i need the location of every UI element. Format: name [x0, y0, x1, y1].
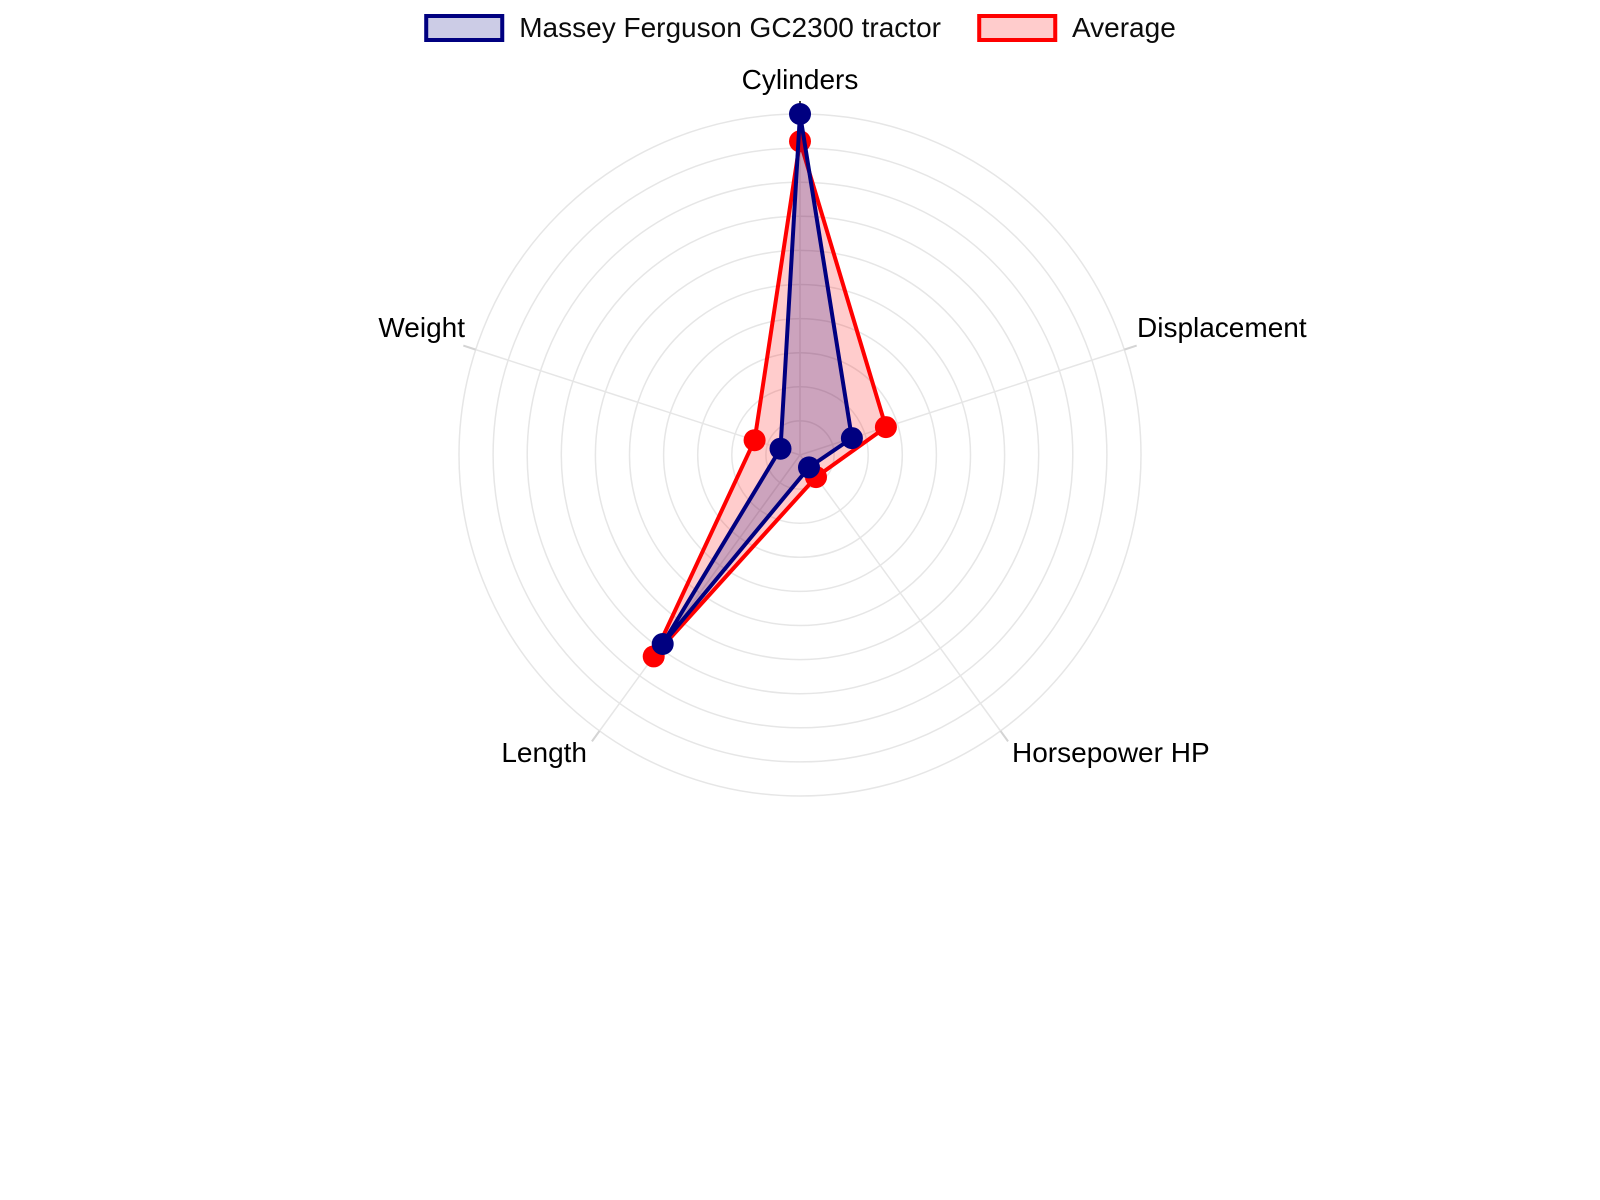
axis-label-cylinders: Cylinders — [741, 64, 859, 95]
axis-spoke — [799, 454, 1002, 732]
series-average — [642, 130, 897, 668]
series-polygon-massey-ferguson — [660, 112, 854, 646]
legend-swatch-average — [976, 14, 1057, 42]
legend-item-massey-ferguson[interactable]: Massey Ferguson GC2300 tractor — [424, 12, 941, 44]
axis-spoke — [598, 454, 801, 732]
axis-tick — [999, 730, 1009, 742]
legend-swatch-massey-ferguson — [424, 14, 505, 42]
axis-label-length: Length — [501, 737, 587, 768]
series-massey-ferguson — [651, 103, 863, 655]
data-point-massey-ferguson-displacement[interactable] — [840, 427, 863, 450]
legend-label-average: Average — [1071, 12, 1176, 43]
legend: Massey Ferguson GC2300 tractor Average — [424, 12, 1176, 44]
data-point-massey-ferguson-weight[interactable] — [769, 437, 792, 460]
data-point-massey-ferguson-length[interactable] — [651, 633, 674, 655]
data-point-massey-ferguson-horsepower-hp[interactable] — [798, 456, 820, 479]
axis-label-weight: Weight — [378, 312, 465, 343]
data-point-massey-ferguson-cylinders[interactable] — [789, 103, 811, 125]
axis-tick — [1124, 344, 1137, 351]
axis-tick — [463, 344, 476, 351]
legend-item-average[interactable]: Average — [976, 12, 1176, 44]
axis-label-displacement: Displacement — [1137, 312, 1307, 343]
data-point-average-weight[interactable] — [743, 429, 766, 452]
axis-tick — [591, 730, 601, 742]
axis-label-horsepower: Horsepower HP — [1012, 737, 1210, 768]
data-point-average-displacement[interactable] — [874, 416, 897, 439]
legend-label-massey-ferguson: Massey Ferguson GC2300 tractor — [519, 12, 941, 43]
series-polygon-average — [651, 139, 888, 659]
